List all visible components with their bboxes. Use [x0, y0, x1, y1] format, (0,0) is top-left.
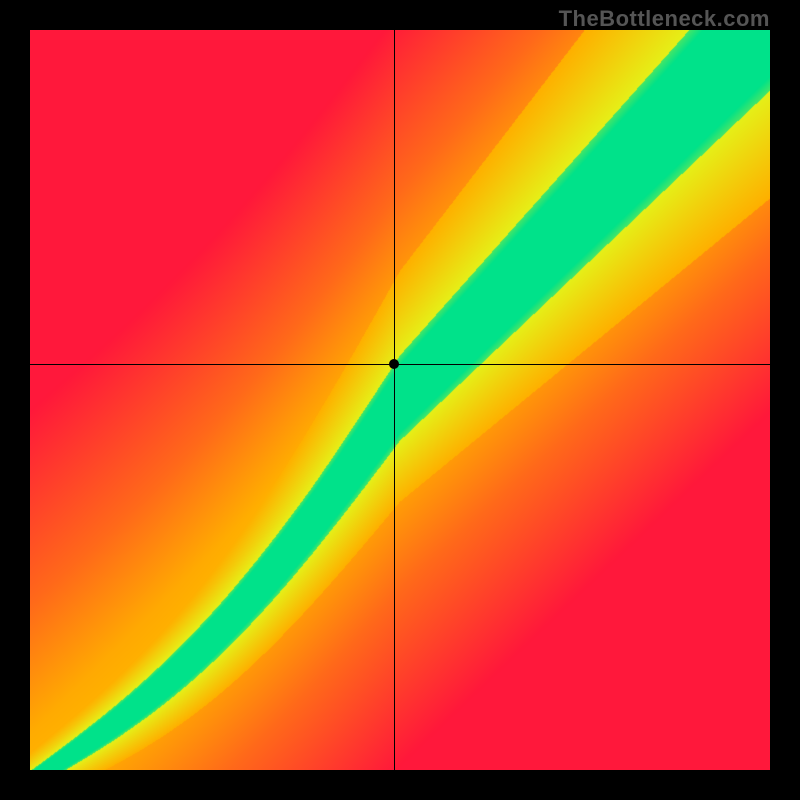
- crosshair-marker: [389, 359, 399, 369]
- heatmap-plot: [30, 30, 770, 770]
- crosshair-horizontal: [30, 364, 770, 365]
- heatmap-canvas: [30, 30, 770, 770]
- crosshair-vertical: [394, 30, 395, 770]
- watermark-text: TheBottleneck.com: [559, 6, 770, 32]
